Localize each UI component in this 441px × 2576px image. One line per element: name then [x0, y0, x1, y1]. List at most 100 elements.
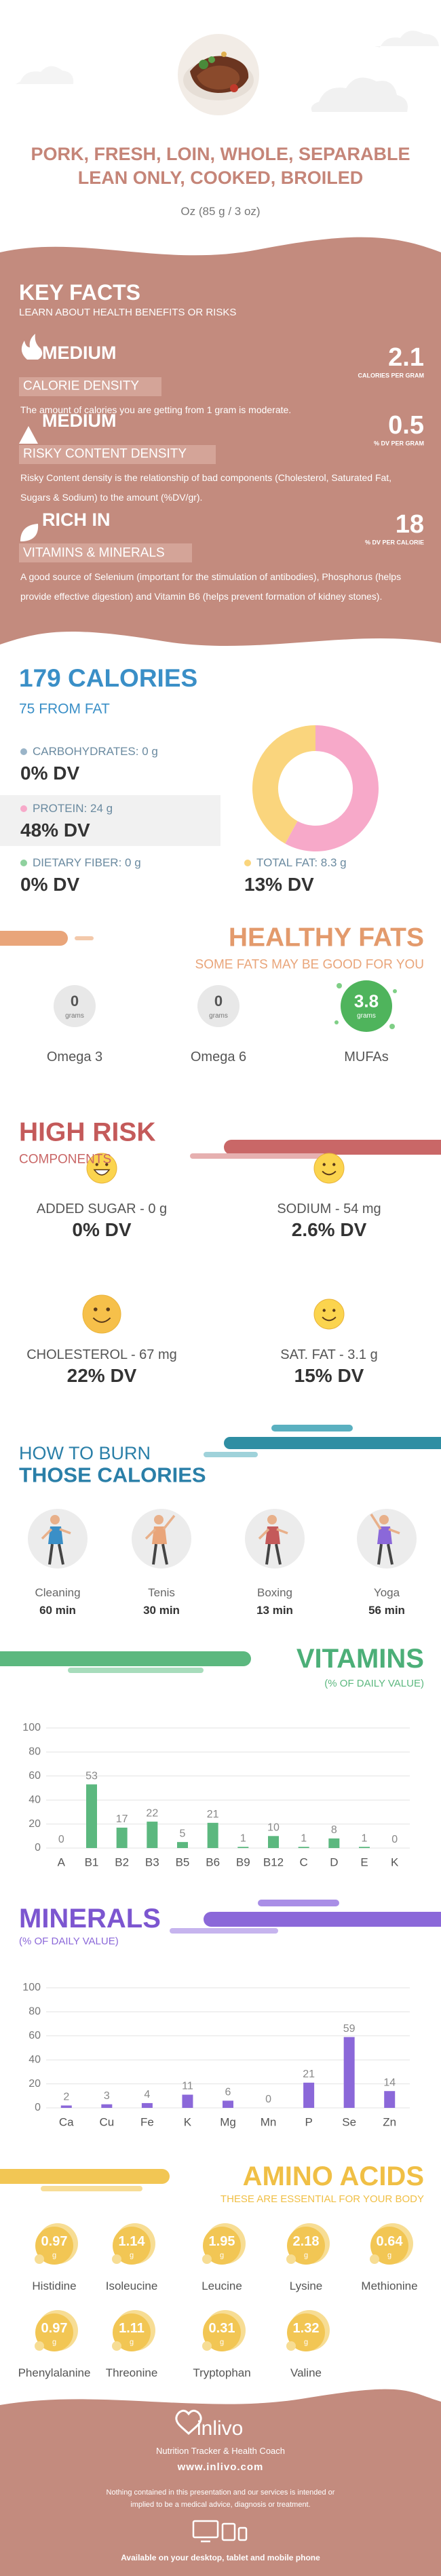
- emoji-face: [82, 1294, 121, 1334]
- y-tick-label: 20: [28, 2078, 41, 2090]
- decoration-dot: [393, 989, 397, 993]
- risk-dv: 15% DV: [294, 1365, 364, 1387]
- bar-value-label: 21: [207, 1809, 219, 1820]
- emoji-face: [313, 1153, 345, 1184]
- emoji-eye: [332, 1163, 336, 1166]
- serving-size: Oz (85 g / 3 oz): [180, 204, 261, 218]
- y-tick-label: 20: [28, 1818, 41, 1830]
- cloud: [16, 66, 74, 84]
- activity-time: 56 min: [368, 1603, 405, 1617]
- fact-description: A good source of Selenium (important for…: [20, 571, 402, 602]
- x-tick-label: Ca: [59, 2115, 74, 2128]
- risk-name: CHOLESTEROL - 67 mg: [26, 1347, 177, 1362]
- bar: [86, 1784, 97, 1848]
- nutrient-label: CARBOHYDRATES: 0 g: [33, 744, 158, 758]
- fact-description: Risky Content density is the relationshi…: [20, 472, 392, 503]
- x-tick-label: B3: [145, 1856, 159, 1868]
- figure-head: [267, 1515, 277, 1524]
- amino-name: Histidine: [32, 2279, 77, 2292]
- fat-unit: grams: [65, 1012, 84, 1020]
- amino-name: Tryptophan: [193, 2366, 251, 2379]
- availability: Available on your desktop, tablet and mo…: [121, 2552, 320, 2562]
- decoration-dot: [337, 983, 342, 988]
- activity-name: Tenis: [148, 1585, 175, 1599]
- amino-unit: g: [219, 2338, 225, 2347]
- amino-blob: [113, 2313, 151, 2351]
- bar-value-label: 0: [391, 1834, 398, 1845]
- amino-name: Phenylalanine: [18, 2366, 91, 2379]
- bar-value-label: 0: [265, 2094, 271, 2105]
- emoji-mouth: [92, 1317, 111, 1323]
- figure-legs: [48, 1543, 64, 1565]
- fact-value: 0.5: [388, 411, 424, 440]
- fact-unit: % DV PER CALORIE: [364, 539, 424, 546]
- amino-name: Threonine: [105, 2366, 158, 2379]
- amino-unit: g: [219, 2251, 225, 2260]
- emoji-eye: [322, 1309, 326, 1312]
- cloud: [311, 77, 408, 112]
- fat-badge: [197, 985, 239, 1027]
- amino-blob: [35, 2341, 44, 2351]
- x-tick-label: B6: [206, 1856, 220, 1868]
- amino-blob: [112, 2341, 121, 2351]
- risk-dv: 2.6% DV: [291, 1219, 367, 1241]
- figure-arms: [370, 1514, 400, 1535]
- emoji-eye: [332, 1309, 336, 1312]
- fat-value: 3.8: [353, 991, 379, 1012]
- high-risk-bar: [190, 1153, 326, 1159]
- amino-value: 2.18: [292, 2234, 320, 2249]
- y-tick-label: 0: [35, 1842, 41, 1853]
- fact-label: RISKY CONTENT DENSITY: [23, 446, 187, 461]
- activity-name: Cleaning: [35, 1585, 81, 1599]
- bar: [116, 1827, 128, 1848]
- section-subtitle: SOME FATS MAY BE GOOD FOR YOU: [195, 957, 424, 972]
- x-tick-label: P: [305, 2115, 312, 2128]
- bar: [177, 1842, 188, 1848]
- amino-blob: [203, 2227, 241, 2265]
- brand-name: inlivo: [197, 2417, 244, 2440]
- fat-unit: grams: [209, 1012, 228, 1020]
- risk-dv: 22% DV: [66, 1365, 137, 1387]
- activity-name: Yoga: [373, 1585, 400, 1599]
- bar: [60, 2105, 72, 2108]
- figure-head: [50, 1515, 60, 1524]
- nutrient-dv: 0% DV: [20, 763, 80, 784]
- x-tick-label: B5: [176, 1856, 190, 1868]
- x-tick-label: Mg: [220, 2115, 236, 2128]
- section-subtitle: COMPONENTS: [19, 1152, 112, 1167]
- vitamins-bar: [0, 1651, 251, 1666]
- amino-value: 1.95: [208, 2234, 235, 2249]
- legend-dot: [244, 860, 251, 866]
- fact-value: 18: [395, 510, 424, 539]
- minerals-bar: [204, 1912, 441, 1927]
- fact-level: RICH IN: [42, 509, 111, 530]
- fact-band: [19, 543, 192, 562]
- figure-body: [377, 1526, 392, 1544]
- x-tick-label: K: [391, 1856, 399, 1868]
- x-tick-label: E: [360, 1856, 368, 1868]
- protein-band: [0, 795, 220, 846]
- activity-time: 60 min: [39, 1603, 76, 1617]
- section-title: KEY FACTS: [19, 280, 140, 305]
- fact-band: [19, 445, 216, 464]
- bar-value-label: 1: [240, 1832, 246, 1844]
- healthy-fats-bar: [0, 931, 68, 946]
- y-tick-label: 40: [28, 1794, 41, 1805]
- tagline: Nutrition Tracker & Health Coach: [155, 2446, 286, 2457]
- amino-blob: [286, 2254, 296, 2264]
- bar: [298, 1847, 309, 1848]
- section-title: MINERALS: [19, 1904, 161, 1934]
- figure-body: [48, 1526, 63, 1544]
- emoji-mouth: [93, 1169, 111, 1176]
- bar-value-label: 8: [331, 1824, 337, 1836]
- nutrient-label: PROTEIN: 24 g: [33, 801, 113, 815]
- figure-arms: [41, 1528, 71, 1540]
- amino-unit: g: [303, 2251, 309, 2260]
- section-subtitle: THOSE CALORIES: [19, 1463, 206, 1487]
- amino-value: 0.97: [41, 2321, 68, 2336]
- bar-value-label: 53: [85, 1770, 98, 1782]
- section-title: HIGH RISK: [19, 1117, 156, 1147]
- risk-name: SODIUM - 54 mg: [277, 1202, 381, 1216]
- bar-value-label: 21: [303, 2069, 315, 2080]
